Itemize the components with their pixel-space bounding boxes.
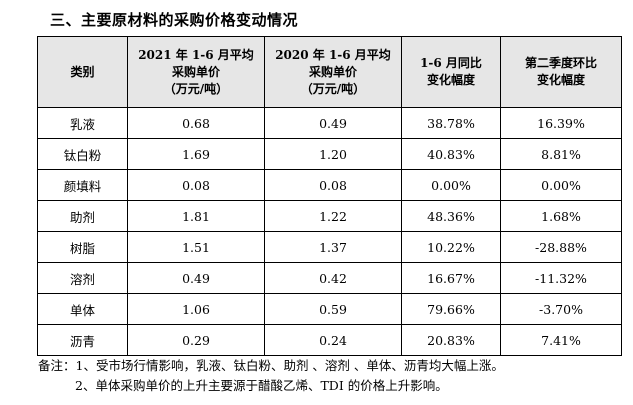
column-header-line: 2020 年 1-6 月平均 [275,47,391,62]
column-header-line: 第二季度环比 [524,56,597,70]
category-cell: 单体 [37,293,128,325]
price-change-table: 类别 2021 年 1-6 月平均 采购单价 （万元/吨） 2020 年 1-6 月平均… [37,36,622,356]
value-cell: -11.32% [500,262,622,294]
value-cell: 8.81% [500,138,622,170]
category-cell: 树脂 [37,231,128,263]
table-body: 乳液 0.68 0.49 38.78% 16.39% 钛白粉 1.69 1.20 40.83% 8… [37,107,622,356]
value-cell: 0.68 [127,107,265,139]
value-cell: 0.24 [264,324,402,356]
category-cell: 乳液 [37,107,128,139]
category-cell: 钛白粉 [37,138,128,170]
value-cell: -3.70% [500,293,622,325]
table-header-row: 类别 2021 年 1-6 月平均 采购单价 （万元/吨） 2020 年 1-6 月平均… [37,36,622,108]
value-cell: 0.00% [500,169,622,201]
value-cell: 20.83% [401,324,501,356]
value-cell: 16.67% [401,262,501,294]
value-cell: 0.00% [401,169,501,201]
value-cell: 0.49 [264,107,402,139]
table-row: 颜填料 0.08 0.08 0.00% 0.00% [37,169,622,201]
column-header-line: 采购单价 [171,64,220,79]
value-cell: 48.36% [401,200,501,232]
column-header: 1-6 月同比 变化幅度 [401,36,501,108]
section-heading: 三、主要原材料的采购价格变动情况 [50,11,299,29]
value-cell: 0.29 [127,324,265,356]
value-cell: 0.49 [127,262,265,294]
value-cell: 0.59 [264,293,402,325]
column-header: 第二季度环比 变化幅度 [500,36,622,108]
value-cell: 38.78% [401,107,501,139]
column-header-line: 采购单价 [308,64,357,79]
value-cell: -28.88% [500,231,622,263]
category-cell: 助剂 [37,200,128,232]
column-header-line: （万元/吨） [300,81,366,96]
category-cell: 溶剂 [37,262,128,294]
column-header-line: 2021 年 1-6 月平均 [138,47,254,62]
table-row: 单体 1.06 0.59 79.66% -3.70% [37,293,622,325]
note-line-1: 备注：1、受市场行情影响，乳液、钛白粉、助剂 、溶剂 、单体、沥青均大幅上涨。 [38,358,504,373]
value-cell: 16.39% [500,107,622,139]
column-header-line: （万元/吨） [163,81,229,96]
value-cell: 79.66% [401,293,501,325]
value-cell: 1.06 [127,293,265,325]
table-row: 沥青 0.29 0.24 20.83% 7.41% [37,324,622,356]
column-header-line: 变化幅度 [536,73,585,87]
value-cell: 1.69 [127,138,265,170]
column-header-line: 变化幅度 [426,73,475,87]
value-cell: 1.51 [127,231,265,263]
category-cell: 颜填料 [37,169,128,201]
value-cell: 1.20 [264,138,402,170]
value-cell: 1.22 [264,200,402,232]
value-cell: 1.37 [264,231,402,263]
value-cell: 1.81 [127,200,265,232]
value-cell: 1.68% [500,200,622,232]
table-row: 乳液 0.68 0.49 38.78% 16.39% [37,107,622,139]
table-row: 助剂 1.81 1.22 48.36% 1.68% [37,200,622,232]
category-cell: 沥青 [37,324,128,356]
value-cell: 40.83% [401,138,501,170]
column-header-line: 类别 [70,64,95,79]
table-row: 树脂 1.51 1.37 10.22% -28.88% [37,231,622,263]
column-header: 类别 [37,36,128,108]
note-line-2: 2、单体采购单价的上升主要源于醋酸乙烯、TDI 的价格上升影响。 [75,378,448,393]
value-cell: 0.08 [264,169,402,201]
table-row: 溶剂 0.49 0.42 16.67% -11.32% [37,262,622,294]
column-header: 2021 年 1-6 月平均 采购单价 （万元/吨） [127,36,265,108]
column-header: 2020 年 1-6 月平均 采购单价 （万元/吨） [264,36,402,108]
value-cell: 0.08 [127,169,265,201]
column-header-line: 1-6 月同比 [420,56,482,70]
value-cell: 10.22% [401,231,501,263]
value-cell: 0.42 [264,262,402,294]
notes: 备注：1、受市场行情影响，乳液、钛白粉、助剂 、溶剂 、单体、沥青均大幅上涨。 … [38,356,504,396]
table-row: 钛白粉 1.69 1.20 40.83% 8.81% [37,138,622,170]
value-cell: 7.41% [500,324,622,356]
